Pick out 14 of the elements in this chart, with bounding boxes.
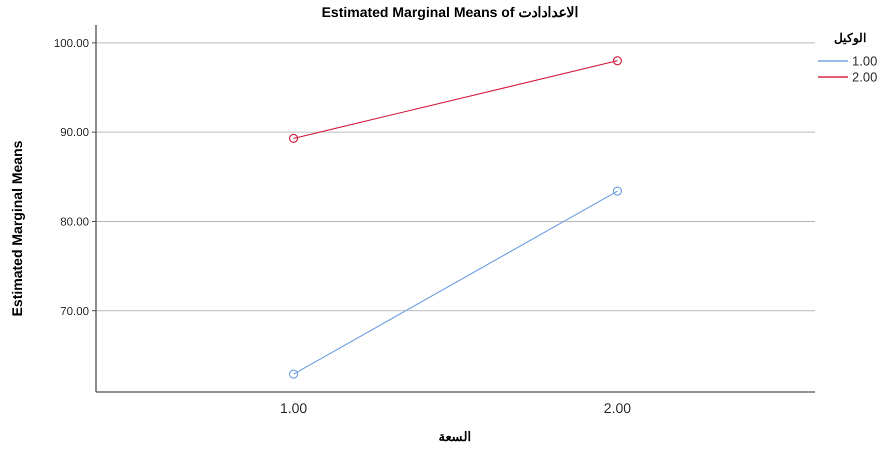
point	[288, 370, 298, 379]
chart-title: Estimated Marginal Means of الاعدادادت	[322, 4, 578, 20]
point	[612, 56, 622, 66]
y-tick-label: 90.00	[60, 127, 89, 140]
y-tick-label: 70.00	[60, 306, 89, 318]
y-tick-label: 100.00	[54, 38, 89, 50]
y-tick-label: 80.00	[60, 216, 89, 228]
point	[288, 134, 298, 144]
point	[612, 186, 622, 196]
legend-label: 1.00	[852, 54, 878, 69]
y-axis-title: Estimated Marginal Means	[9, 140, 25, 316]
legend-label: 2.00	[852, 70, 878, 85]
legend-title: الوكيل	[834, 31, 866, 46]
x-axis-title: السعة	[438, 429, 472, 444]
